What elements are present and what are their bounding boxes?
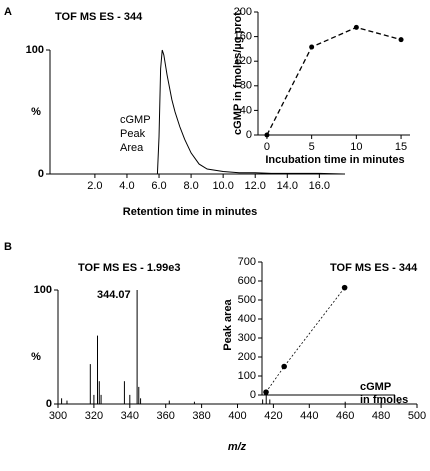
x-tick-label: 15 [395,141,407,153]
y-tick-label: 160 [234,31,252,43]
panel-label: B [4,241,12,253]
x-tick-label: 320 [85,410,103,422]
x-tick-label: 380 [192,410,210,422]
chart-title: TOF MS ES - 344 [330,262,418,274]
x-axis-label: Retention time in minutes [123,206,257,218]
annotation: 344.07 [97,289,131,301]
x-tick-label: 2.0 [87,180,102,192]
y-tick-label: 0 [246,129,252,141]
chart-title: TOF MS ES - 1.99e3 [78,262,181,274]
chart-title: TOF MS ES - 344 [55,11,143,23]
y-tick-label: 400 [238,313,256,325]
x-tick-label: 4.0 [119,180,134,192]
y-tick-label: 0 [250,389,256,401]
data-point [341,284,348,291]
x-tick-label: 8.0 [183,180,198,192]
data-point [398,37,404,43]
x-tick-label: 6.0 [151,180,166,192]
x-tick-label: 10 [350,141,362,153]
panel-label: A [4,6,12,18]
annotation: cGMP [120,114,151,126]
x-tick-label: 360 [157,410,175,422]
y-axis-label: cGMP in fmoles/µg prot. [232,9,244,135]
x-tick-label: 400 [228,410,246,422]
y-tick-label: 40 [240,104,252,116]
fit-line [265,287,345,393]
annotation: Peak [120,128,146,140]
x-tick-label: 300 [49,410,67,422]
x-axis-label: in fmoles [360,394,408,406]
x-tick-label: 16.0 [309,180,330,192]
data-point [309,44,315,50]
data-line [50,49,344,175]
data-point [353,24,359,30]
y-tick-label: 200 [234,6,252,18]
y-tick-label: 0 [46,398,52,410]
x-tick-label: 5 [309,141,315,153]
y-tick-label: 200 [238,351,256,363]
x-axis-label: Incubation time in minutes [265,154,404,166]
x-axis-label: m/z [228,441,247,453]
y-axis-label: % [31,351,41,363]
x-tick-label: 440 [300,410,318,422]
data-point [263,389,269,395]
y-tick-label: 0 [38,168,44,180]
x-tick-label: 10.0 [212,180,233,192]
y-tick-label: 500 [238,294,256,306]
x-tick-label: 480 [372,410,390,422]
y-tick-label: 100 [34,284,52,296]
y-tick-label: 100 [26,44,44,56]
y-axis-label: Peak area [222,298,234,350]
x-tick-label: 14.0 [277,180,298,192]
data-point [281,363,287,370]
y-tick-label: 80 [240,80,252,92]
x-tick-label: 460 [336,410,354,422]
x-tick-label: 12.0 [245,180,266,192]
y-axis-label: % [31,106,41,118]
y-tick-label: 600 [238,275,256,287]
y-tick-label: 300 [238,332,256,344]
annotation: Area [120,142,144,154]
data-line [266,26,402,136]
x-tick-label: 0 [264,141,270,153]
x-axis-label: cGMP [360,381,391,393]
data-point [264,132,270,138]
y-tick-label: 120 [234,55,252,67]
x-tick-label: 420 [264,410,282,422]
x-tick-label: 340 [121,410,139,422]
x-tick-label: 500 [408,410,426,422]
y-tick-label: 700 [238,256,256,268]
y-tick-label: 100 [238,370,256,382]
